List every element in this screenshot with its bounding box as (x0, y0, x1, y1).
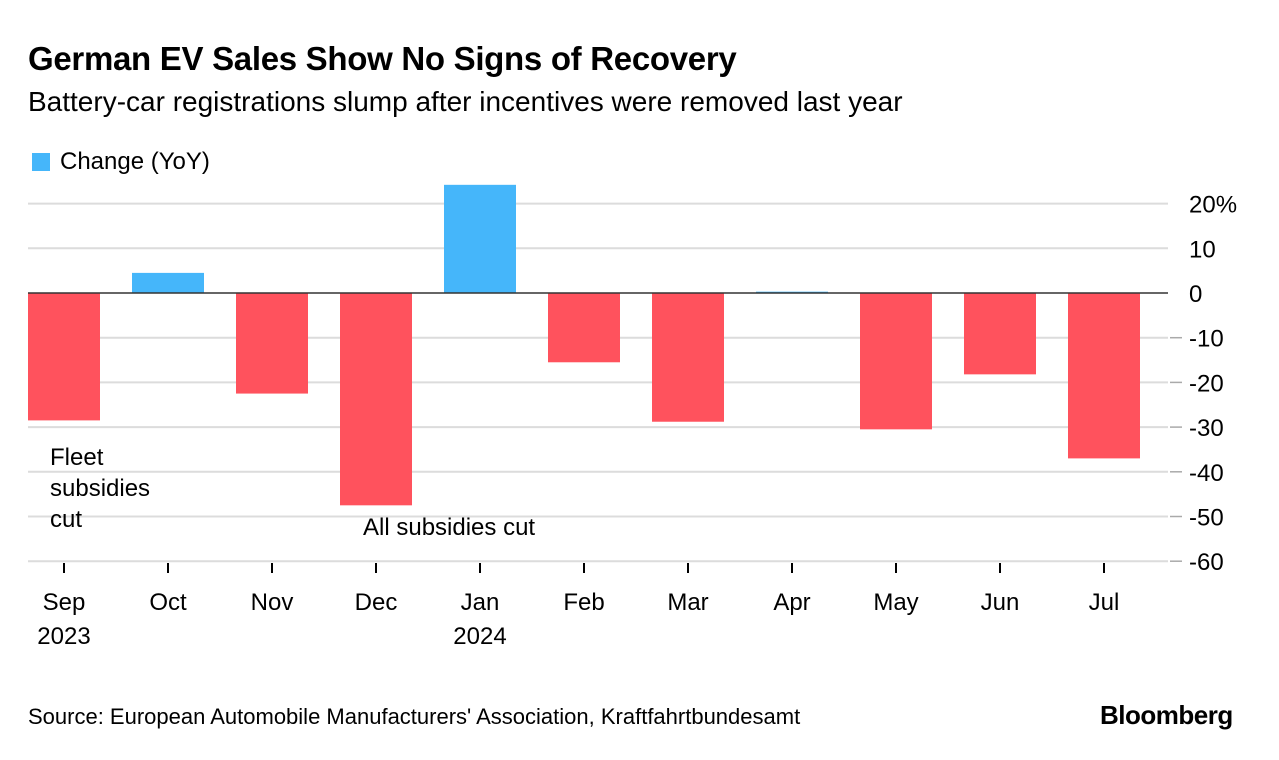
x-tick-label: Jan (461, 589, 500, 616)
bloomberg-logo: Bloomberg (1100, 700, 1233, 730)
bar-nov (236, 293, 308, 394)
legend-label: Change (YoY) (60, 148, 210, 175)
chart-title: German EV Sales Show No Signs of Recover… (28, 40, 737, 77)
y-tick-label: 20% (1189, 192, 1237, 219)
x-tick-label: Apr (773, 589, 810, 616)
y-tick-label: 0 (1189, 281, 1202, 308)
y-tick-label: -60 (1189, 549, 1224, 576)
annotation-text: subsidies (50, 475, 150, 502)
bar-oct (132, 272, 204, 293)
bar-sep (28, 293, 100, 421)
annotation-text: All subsidies cut (363, 514, 535, 541)
chart-subtitle: Battery-car registrations slump after in… (28, 86, 903, 117)
x-tick-label: Sep (43, 589, 86, 616)
bar-chart: 20% 10 0 -10 -20 -30 -40 -50 -60 Sep 2023 Oct Nov Dec… (28, 184, 1237, 650)
x-tick-label: Dec (355, 589, 398, 616)
y-tick-label: -20 (1189, 370, 1224, 397)
x-tick-label: Jul (1089, 589, 1120, 616)
x-tick-label: Jun (981, 589, 1020, 616)
bar-mar (652, 293, 724, 422)
x-tick-label: Oct (149, 589, 187, 616)
x-tick-label: May (873, 589, 918, 616)
bar-jun (964, 293, 1036, 375)
y-tick-label: -10 (1189, 326, 1224, 353)
annotation-text: cut (50, 506, 82, 533)
x-tick-label: Mar (667, 589, 708, 616)
x-tick-label: Feb (563, 589, 604, 616)
annotation-text: Fleet (50, 444, 104, 471)
x-tick-label: Nov (251, 589, 294, 616)
legend: Change (YoY) (32, 148, 210, 176)
source-note: Source: European Automobile Manufacturer… (28, 704, 801, 729)
x-year-label: 2024 (453, 623, 506, 650)
y-tick-label: -30 (1189, 415, 1224, 442)
y-tick-label: -50 (1189, 505, 1224, 532)
bar-dec (340, 293, 412, 506)
bar-jul (1068, 293, 1140, 459)
bar-feb (548, 293, 620, 363)
bar-jan (444, 184, 516, 293)
bar-may (860, 293, 932, 430)
y-tick-label: -40 (1189, 460, 1224, 487)
x-year-label: 2023 (37, 623, 90, 650)
y-tick-label: 10 (1189, 236, 1216, 263)
legend-swatch (32, 153, 50, 171)
